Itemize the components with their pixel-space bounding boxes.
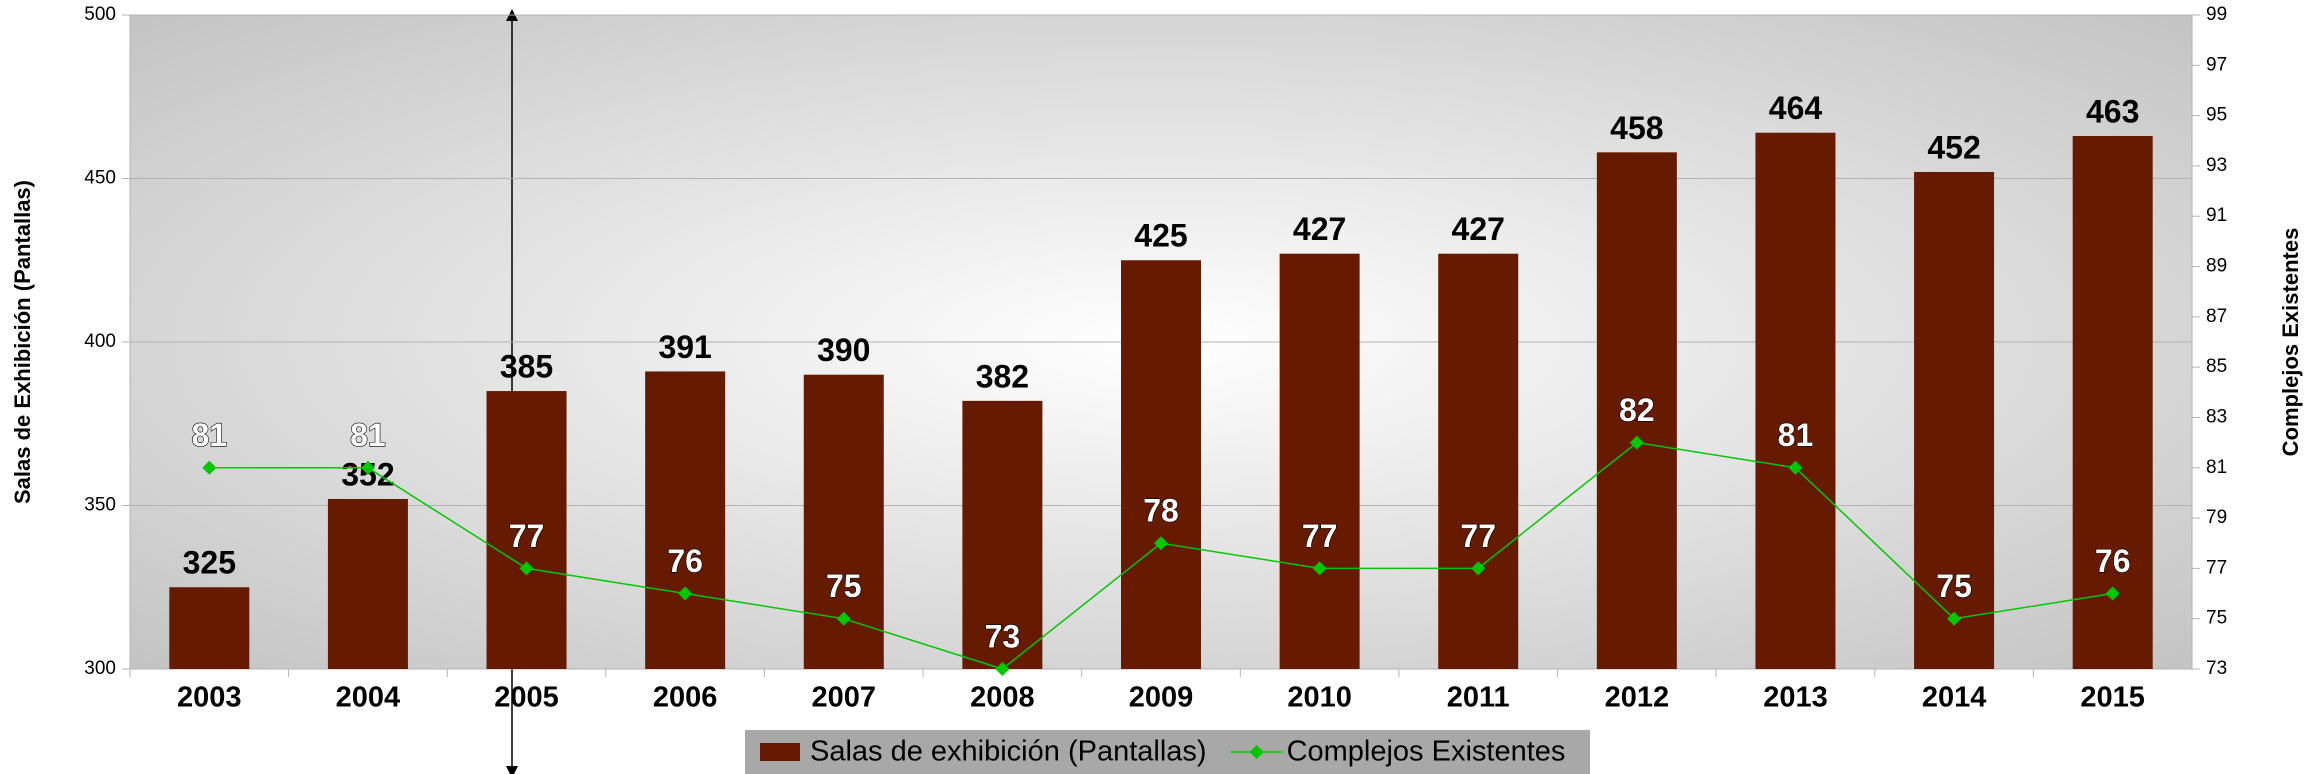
y-axis-title: Salas de Exhibición (Pantallas) xyxy=(10,180,35,504)
y2-tick-label: 85 xyxy=(2206,356,2227,377)
bar xyxy=(1279,253,1360,669)
x-tick-label: 2014 xyxy=(1922,682,1987,714)
bar xyxy=(169,587,250,669)
y2-tick-label: 83 xyxy=(2206,406,2227,427)
line-data-label: 82 xyxy=(1619,392,1655,428)
line-marker xyxy=(2105,586,2120,601)
line-marker xyxy=(202,460,217,475)
x-tick-label: 2006 xyxy=(653,682,718,714)
bar xyxy=(1438,253,1519,669)
x-tick-label: 2007 xyxy=(812,682,877,714)
bar-data-label: 452 xyxy=(1927,129,1980,165)
y-tick-label: 450 xyxy=(84,168,116,189)
legend-label: Complejos Existentes xyxy=(1287,736,1566,768)
line-data-label: 78 xyxy=(1143,493,1179,529)
line-marker xyxy=(519,561,534,576)
bar xyxy=(486,391,567,669)
x-tick-label: 2015 xyxy=(2080,682,2145,714)
bar-data-label: 458 xyxy=(1610,110,1663,146)
bar-data-label: 382 xyxy=(976,358,1029,394)
line-data-label: 73 xyxy=(985,618,1021,654)
x-tick-label: 2011 xyxy=(1447,682,1510,714)
bar xyxy=(1755,132,1836,670)
x-tick-label: 2013 xyxy=(1763,682,1828,714)
line-data-label: 77 xyxy=(1460,518,1496,554)
bar-data-label: 425 xyxy=(1134,218,1187,254)
x-tick-label: 2005 xyxy=(494,682,559,714)
line-data-label: 75 xyxy=(826,568,862,604)
line-marker xyxy=(1788,460,1803,475)
bar xyxy=(1121,260,1201,669)
bar xyxy=(2072,135,2153,670)
line-data-label: 81 xyxy=(350,417,386,453)
bar-data-label: 427 xyxy=(1293,211,1346,247)
y-tick-label: 350 xyxy=(84,495,116,516)
y2-tick-label: 93 xyxy=(2206,155,2227,176)
x-tick-label: 2004 xyxy=(336,682,401,714)
line-marker xyxy=(1154,536,1168,551)
line-marker xyxy=(1471,561,1486,576)
x-tick-label: 2010 xyxy=(1287,682,1352,714)
bar xyxy=(327,498,408,669)
line-marker xyxy=(1629,435,1644,450)
y2-tick-label: 99 xyxy=(2206,4,2227,25)
line-marker xyxy=(836,611,851,626)
y2-tick-label: 97 xyxy=(2206,54,2227,75)
line-data-label: 77 xyxy=(509,518,545,554)
y2-tick-label: 77 xyxy=(2206,557,2227,578)
bar-data-label: 391 xyxy=(658,329,711,365)
bar xyxy=(645,371,726,669)
y-tick-label: 300 xyxy=(84,658,116,679)
bar-data-label: 464 xyxy=(1769,90,1823,126)
line-marker xyxy=(1947,611,1962,626)
legend xyxy=(745,730,1590,774)
bar xyxy=(962,400,1043,669)
line-marker xyxy=(678,586,693,601)
y2-axis-title: Complejos Existentes xyxy=(2278,228,2303,457)
y-tick-label: 500 xyxy=(84,4,116,25)
bar-data-label: 427 xyxy=(1452,211,1505,247)
line-marker xyxy=(1312,561,1327,576)
line-data-label: 77 xyxy=(1302,518,1338,554)
x-tick-label: 2008 xyxy=(970,682,1035,714)
line-data-label: 76 xyxy=(667,543,703,579)
line-data-label: 76 xyxy=(2095,543,2131,579)
line-marker xyxy=(995,662,1010,676)
legend-swatch xyxy=(760,743,800,761)
line-data-label: 75 xyxy=(1936,568,1972,604)
bar-data-label: 385 xyxy=(500,349,553,385)
legend-label: Salas de exhibición (Pantallas) xyxy=(810,736,1207,768)
y2-tick-label: 79 xyxy=(2206,507,2227,528)
y2-tick-label: 91 xyxy=(2206,205,2227,226)
x-tick-label: 2012 xyxy=(1605,682,1670,714)
bar-data-label: 463 xyxy=(2086,93,2139,129)
y2-tick-label: 95 xyxy=(2206,105,2227,126)
bar-data-label: 325 xyxy=(183,545,236,581)
legend-swatch xyxy=(1249,745,1264,759)
line-data-label: 81 xyxy=(192,417,228,453)
x-tick-label: 2009 xyxy=(1129,682,1194,714)
y2-tick-label: 81 xyxy=(2206,457,2227,478)
line-data-label: 81 xyxy=(1778,417,1814,453)
line-marker xyxy=(360,460,375,475)
bar-data-label: 390 xyxy=(817,332,870,368)
bar xyxy=(1596,152,1677,670)
y2-tick-label: 87 xyxy=(2206,306,2227,327)
y2-tick-label: 75 xyxy=(2206,608,2227,629)
x-tick-label: 2003 xyxy=(177,682,242,714)
y2-tick-label: 73 xyxy=(2206,658,2227,679)
bar xyxy=(1914,171,1995,669)
y-tick-label: 400 xyxy=(84,331,116,352)
y2-tick-label: 89 xyxy=(2206,256,2227,277)
